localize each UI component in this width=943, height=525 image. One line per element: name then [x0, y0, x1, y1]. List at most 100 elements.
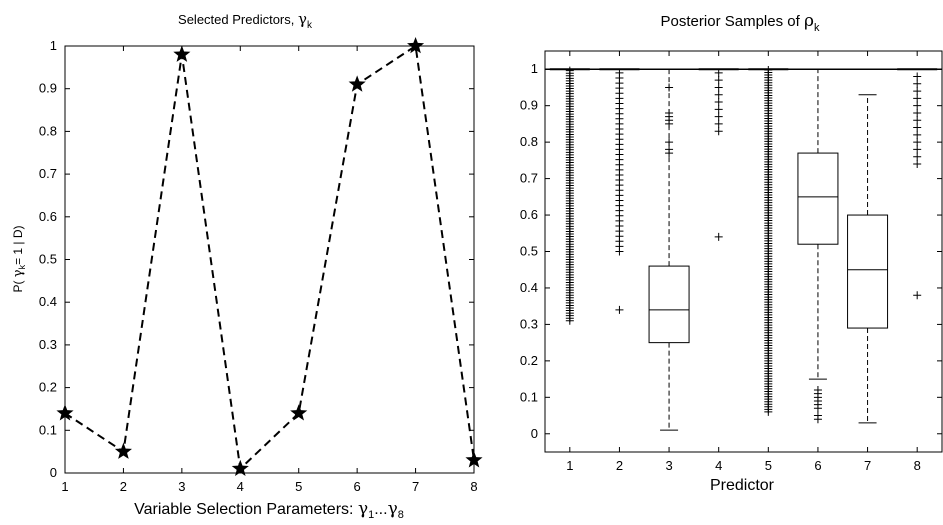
left-series-line — [64, 44, 475, 471]
outlier-mark — [714, 127, 723, 136]
left-series-markers — [56, 37, 483, 477]
left-x-tick-label: 3 — [178, 479, 185, 494]
right-chart-title: Posterior Samples of ρk — [661, 11, 820, 34]
left-data-point — [114, 442, 132, 459]
outlier-mark — [913, 87, 922, 96]
right-axis-ticks: 0 0.1 0.2 0.3 0.4 0.5 0.6 0.7 0.8 0.9 1 1 2 3 4 5 6 7 8 — [520, 51, 942, 473]
right-y-tick-label: 0.6 — [520, 207, 538, 222]
left-y-axis-label: P( γk= 1 | D) — [11, 225, 27, 292]
right-x-tick-label: 7 — [864, 458, 871, 473]
outlier-mark — [665, 138, 674, 147]
boxplot-2 — [599, 68, 640, 314]
outlier-mark — [913, 160, 922, 169]
right-y-tick-label: 0.5 — [520, 244, 538, 259]
outlier-mark — [665, 108, 674, 117]
left-data-point — [465, 451, 483, 468]
right-x-axis-label: Predictor — [710, 477, 775, 494]
right-boxplots — [545, 65, 942, 431]
left-data-point — [348, 75, 366, 92]
outlier-mark — [913, 116, 922, 125]
box-iqr — [797, 152, 839, 245]
left-y-tick-label: 0.9 — [39, 81, 57, 96]
left-y-tick-label: 0.7 — [39, 166, 57, 181]
outlier-mark — [913, 152, 922, 161]
selected-predictors-chart: Selected Predictors, γk 0 0.1 0.2 0.3 0.4 0.5… — [11, 10, 483, 521]
right-y-tick-label: 0.3 — [520, 316, 538, 331]
left-y-tick-label: 0.5 — [39, 252, 57, 267]
boxplot-5 — [748, 65, 789, 416]
boxplot-3 — [648, 68, 690, 431]
left-x-tick-label: 2 — [120, 479, 127, 494]
outlier-mark — [714, 68, 723, 77]
outlier-mark — [714, 232, 723, 241]
left-plot-frame — [64, 45, 475, 474]
left-y-tick-label: 0.6 — [39, 209, 57, 224]
outlier-mark — [714, 112, 723, 121]
left-x-tick-label: 4 — [237, 479, 244, 494]
left-x-tick-label: 8 — [470, 479, 477, 494]
outlier-mark — [714, 105, 723, 114]
left-x-axis-label: Variable Selection Parameters: γ1...γ8 — [134, 499, 404, 521]
outlier-mark — [913, 123, 922, 132]
outlier-mark — [813, 411, 822, 420]
right-x-tick-label: 4 — [715, 458, 722, 473]
left-chart-title: Selected Predictors, γk — [178, 10, 313, 31]
outlier-mark — [665, 83, 674, 92]
right-y-tick-label: 0 — [531, 426, 538, 441]
boxplot-4 — [698, 68, 739, 241]
outlier-mark — [913, 79, 922, 88]
right-y-tick-label: 0.4 — [520, 280, 538, 295]
outlier-mark — [714, 83, 723, 92]
left-y-tick-label: 0.1 — [39, 422, 57, 437]
left-axis-ticks: 0 0.1 0.2 0.3 0.4 0.5 0.6 0.7 0.8 0.9 1 1 2 3 4 5 6 7 8 — [39, 38, 478, 494]
right-y-tick-label: 0.2 — [520, 353, 538, 368]
left-data-point — [407, 37, 425, 54]
left-y-tick-label: 0.8 — [39, 123, 57, 138]
box-iqr — [648, 265, 690, 344]
left-y-tick-label: 0.2 — [39, 380, 57, 395]
boxplot-7 — [847, 94, 889, 424]
boxplot-8 — [897, 68, 938, 300]
left-data-point — [56, 404, 74, 421]
right-x-tick-label: 8 — [914, 458, 921, 473]
right-y-tick-label: 0.1 — [520, 389, 538, 404]
left-x-tick-label: 5 — [295, 479, 302, 494]
outlier-mark — [913, 101, 922, 110]
outlier-mark — [615, 68, 624, 77]
left-data-point — [173, 45, 191, 62]
right-y-tick-label: 0.8 — [520, 134, 538, 149]
left-x-tick-label: 7 — [412, 479, 419, 494]
outlier-mark — [813, 386, 822, 395]
left-y-tick-label: 0.4 — [39, 294, 57, 309]
outlier-mark — [913, 145, 922, 154]
right-y-tick-label: 0.7 — [520, 171, 538, 186]
outlier-mark — [714, 90, 723, 99]
outlier-mark — [565, 66, 574, 75]
left-y-tick-label: 0.3 — [39, 337, 57, 352]
outlier-mark — [913, 291, 922, 300]
outlier-mark — [714, 76, 723, 85]
right-x-tick-label: 3 — [665, 458, 672, 473]
right-x-tick-label: 1 — [566, 458, 573, 473]
right-x-tick-label: 6 — [814, 458, 821, 473]
boxplot-6 — [797, 68, 839, 424]
outlier-mark — [615, 305, 624, 314]
outlier-mark — [913, 130, 922, 139]
left-data-point — [231, 459, 249, 477]
left-y-tick-label: 1 — [50, 38, 57, 53]
left-data-point — [290, 404, 308, 421]
left-x-tick-label: 6 — [354, 479, 361, 494]
outlier-mark — [665, 145, 674, 154]
box-iqr — [847, 214, 889, 329]
right-y-tick-label: 0.9 — [520, 98, 538, 113]
outlier-mark — [913, 108, 922, 117]
right-x-tick-label: 5 — [765, 458, 772, 473]
boxplot-1 — [549, 66, 590, 325]
left-y-tick-label: 0 — [50, 465, 57, 480]
outlier-mark — [913, 72, 922, 81]
right-y-tick-label: 1 — [531, 61, 538, 76]
left-x-tick-label: 1 — [61, 479, 68, 494]
right-plot-frame — [544, 50, 943, 453]
outlier-mark — [714, 119, 723, 128]
